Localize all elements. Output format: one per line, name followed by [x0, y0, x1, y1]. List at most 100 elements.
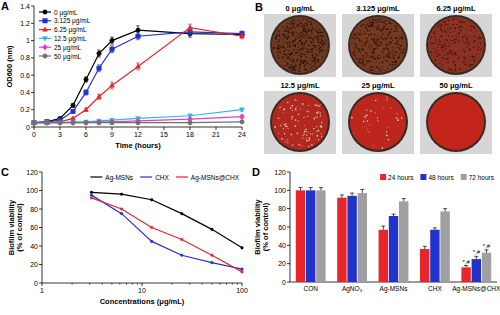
colony — [469, 48, 470, 49]
colony — [385, 45, 386, 46]
colony — [294, 40, 296, 42]
colony — [294, 55, 295, 56]
x-tick-label: 24 — [238, 131, 246, 138]
colony — [396, 41, 398, 43]
colony — [366, 114, 368, 116]
colony — [464, 51, 466, 53]
colony — [297, 25, 299, 27]
colony — [365, 41, 367, 43]
colony — [396, 61, 398, 63]
colony — [302, 60, 303, 61]
colony — [457, 24, 459, 26]
colony — [460, 26, 462, 28]
colony — [356, 32, 358, 34]
data-point — [84, 90, 88, 94]
colony — [351, 117, 353, 119]
colony — [380, 30, 381, 31]
error-bar — [97, 65, 101, 72]
colony — [390, 54, 391, 55]
colony — [311, 66, 313, 68]
axis-title: Time (hours) — [115, 141, 161, 150]
colony — [456, 36, 458, 38]
colony — [304, 43, 305, 44]
legend-swatch — [420, 174, 426, 180]
colony — [445, 30, 446, 31]
colony — [383, 56, 385, 58]
data-point — [241, 268, 244, 271]
colony — [369, 20, 370, 21]
colony — [367, 31, 368, 32]
colony — [306, 24, 308, 26]
colony — [452, 43, 453, 44]
x-tick-label: CHX — [428, 285, 442, 292]
data-point — [90, 191, 93, 194]
colony — [313, 118, 315, 120]
photo-background — [342, 14, 414, 77]
colony — [273, 47, 275, 49]
colony — [304, 44, 305, 45]
colony — [466, 38, 468, 40]
colony — [305, 64, 306, 65]
colony — [319, 38, 321, 40]
colony — [315, 37, 316, 38]
colony — [356, 57, 358, 59]
colony — [314, 56, 316, 58]
colony — [322, 53, 324, 55]
colony — [293, 69, 294, 70]
colony — [317, 49, 318, 50]
colony — [304, 47, 306, 49]
colony — [307, 22, 308, 23]
colony — [439, 63, 440, 64]
x-tick-label: Ag-MSNs — [380, 285, 409, 293]
colony — [371, 51, 373, 53]
colony — [454, 64, 456, 66]
colony — [372, 44, 374, 46]
x-tick — [42, 283, 43, 286]
colony — [441, 45, 443, 47]
colony — [369, 44, 370, 45]
colony — [387, 33, 389, 35]
data-point — [32, 120, 36, 124]
colony — [296, 106, 298, 108]
colony — [306, 128, 307, 129]
colony — [378, 45, 380, 47]
x-tick — [112, 127, 113, 130]
colony — [308, 139, 310, 141]
colony — [319, 51, 320, 52]
colony — [377, 29, 379, 31]
colony — [300, 109, 301, 110]
y-tick — [31, 127, 34, 128]
colony — [290, 134, 292, 136]
colony — [378, 68, 380, 70]
data-point — [240, 120, 244, 124]
colony — [294, 23, 295, 24]
colony — [303, 46, 305, 48]
colony — [293, 19, 295, 21]
colony — [383, 48, 384, 49]
colony — [390, 29, 392, 31]
colony — [307, 37, 308, 38]
colony — [435, 51, 437, 53]
colony — [302, 25, 304, 27]
colony — [307, 63, 309, 65]
y-tick-label: 120 — [274, 169, 286, 176]
colony — [287, 22, 288, 23]
colony — [361, 24, 363, 26]
colony — [313, 42, 314, 43]
colony — [375, 43, 376, 44]
colony — [319, 47, 321, 49]
colony — [321, 35, 322, 36]
x-tick-label: 10 — [138, 287, 146, 294]
colony — [355, 43, 356, 44]
colony — [394, 61, 395, 62]
colony — [451, 51, 452, 52]
bar — [440, 211, 449, 282]
colony — [398, 47, 400, 49]
colony — [464, 58, 466, 60]
colony — [361, 45, 362, 46]
colony — [368, 26, 370, 28]
colony — [323, 43, 325, 45]
photo-background — [420, 91, 492, 154]
colony — [353, 47, 354, 48]
colony — [353, 54, 354, 55]
